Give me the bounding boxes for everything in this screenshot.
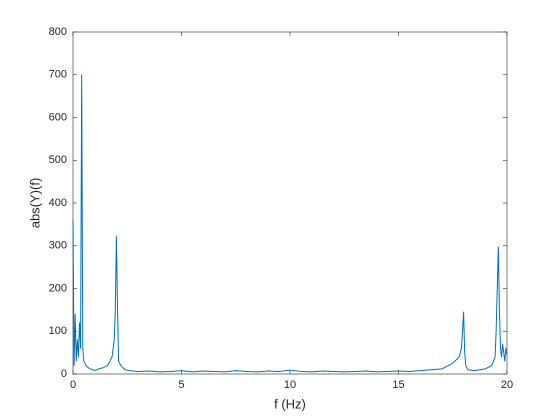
y-tick-label: 300: [49, 240, 67, 252]
y-tick-label: 100: [49, 325, 67, 337]
x-tick-label: 10: [284, 379, 296, 391]
x-tick-label: 5: [178, 379, 184, 391]
x-tick-label: 0: [70, 379, 76, 391]
y-tick-label: 200: [49, 282, 67, 294]
data-line: [72, 74, 508, 373]
y-tick-label: 0: [61, 368, 67, 380]
y-tick-label: 500: [49, 154, 67, 166]
y-tick-label: 600: [49, 111, 67, 123]
x-tick-label: 15: [392, 379, 404, 391]
y-tick-label: 400: [49, 197, 67, 209]
x-tick-label: 20: [501, 379, 513, 391]
axes-box: [72, 31, 508, 375]
y-tick-label: 700: [49, 69, 67, 81]
x-axis-label: f (Hz): [274, 396, 306, 411]
y-axis-label: abs(Y)(f): [27, 178, 42, 229]
y-tick-label: 800: [49, 26, 67, 38]
